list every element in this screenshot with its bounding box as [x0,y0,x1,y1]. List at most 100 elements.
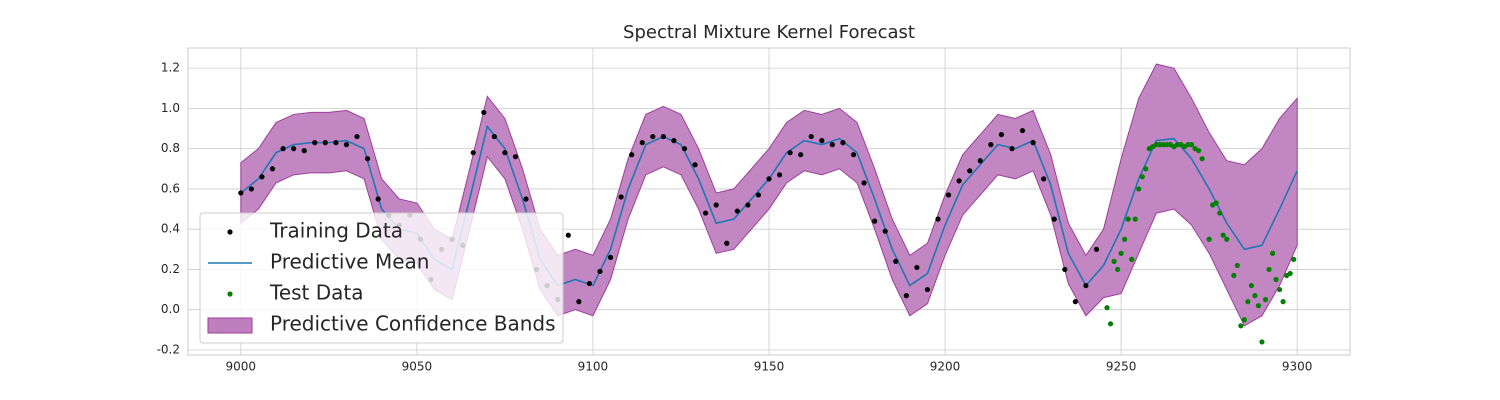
data-point [924,286,931,293]
data-point [1030,140,1036,146]
data-point [903,293,909,299]
data-point [1287,270,1293,277]
data-point [1241,317,1247,323]
data-point [481,109,487,116]
data-point [322,140,328,146]
x-tick-label: 9150 [754,360,785,374]
data-point [1051,216,1057,222]
data-point [945,192,952,198]
data-point [1188,142,1195,148]
x-tick-label: 9100 [578,360,609,374]
y-tick-label: -0.2 [157,342,180,356]
data-point [1072,299,1078,305]
legend-label: Predictive Mean [270,250,429,274]
data-point [343,142,350,148]
data-point [291,146,297,152]
data-point [597,268,603,275]
data-point [1115,266,1121,273]
data-point [977,158,983,164]
data-point [1224,236,1230,242]
data-point [1129,256,1135,262]
data-point [755,192,762,198]
data-point [1213,200,1219,206]
data-point [998,131,1005,138]
data-point [829,142,835,148]
data-point [1195,148,1202,154]
data-point [776,172,783,178]
data-point [1125,216,1131,222]
data-point [280,146,286,152]
data-point [238,190,244,196]
data-point [1280,299,1286,305]
data-point [333,140,339,146]
data-point [1136,186,1142,192]
data-point [1019,127,1026,134]
legend-marker [227,229,233,235]
data-point [502,150,508,156]
data-point [1206,236,1212,242]
data-point [681,146,688,152]
y-tick-label: 0.2 [161,262,180,276]
data-point [1199,156,1205,162]
data-point [1122,236,1128,242]
data-point [1255,303,1262,309]
data-point [1259,339,1265,345]
data-point [914,264,920,271]
data-point [354,133,360,140]
data-point [850,152,857,158]
data-point [1041,176,1047,182]
data-point [787,150,793,156]
data-point [576,299,582,305]
data-point [1093,246,1100,252]
y-tick-label: 0.6 [161,181,180,195]
legend-box [199,212,564,344]
data-point [639,140,645,146]
data-point [1132,216,1138,222]
data-point [692,162,698,168]
data-point [1266,266,1272,273]
data-point [713,202,719,208]
legend-label: Test Data [269,281,364,305]
data-point [269,166,276,172]
data-point [1062,266,1068,273]
data-point [671,138,677,144]
data-point [1107,321,1114,327]
data-point [607,254,614,260]
data-point [893,258,899,264]
y-tick-label: 1.0 [161,101,180,115]
data-point [1245,299,1251,305]
legend: Training Data Predictive Mean Test Data Pre… [199,212,564,344]
x-tick-label: 9000 [226,360,257,374]
x-tick-label: 9050 [402,360,433,374]
data-point [470,150,476,156]
data-point [1009,146,1015,152]
data-point [882,228,888,234]
y-tick-label: 0.0 [161,302,180,316]
x-tick-label: 9200 [930,360,961,374]
data-point [819,138,825,144]
legend-label: Training Data [269,219,403,243]
data-point [872,218,878,224]
data-point [1276,286,1283,293]
data-point [565,232,571,238]
data-point [650,133,656,140]
data-point [745,202,751,208]
data-point [1248,282,1255,289]
data-point [629,152,635,158]
data-point [1234,262,1240,269]
x-tick-label: 9300 [1282,360,1313,374]
data-point [1118,250,1124,256]
data-point [312,140,318,146]
data-point [259,174,265,180]
data-point [988,142,994,148]
data-point [523,196,529,202]
legend-marker [227,291,233,297]
chart-title: Spectral Mixture Kernel Forecast [623,22,915,43]
data-point [364,156,371,162]
data-point [703,210,709,216]
data-point [1291,256,1297,262]
data-point [734,208,740,214]
data-point [1217,210,1223,216]
y-tick-label: 0.4 [161,222,180,236]
data-point [798,152,804,158]
